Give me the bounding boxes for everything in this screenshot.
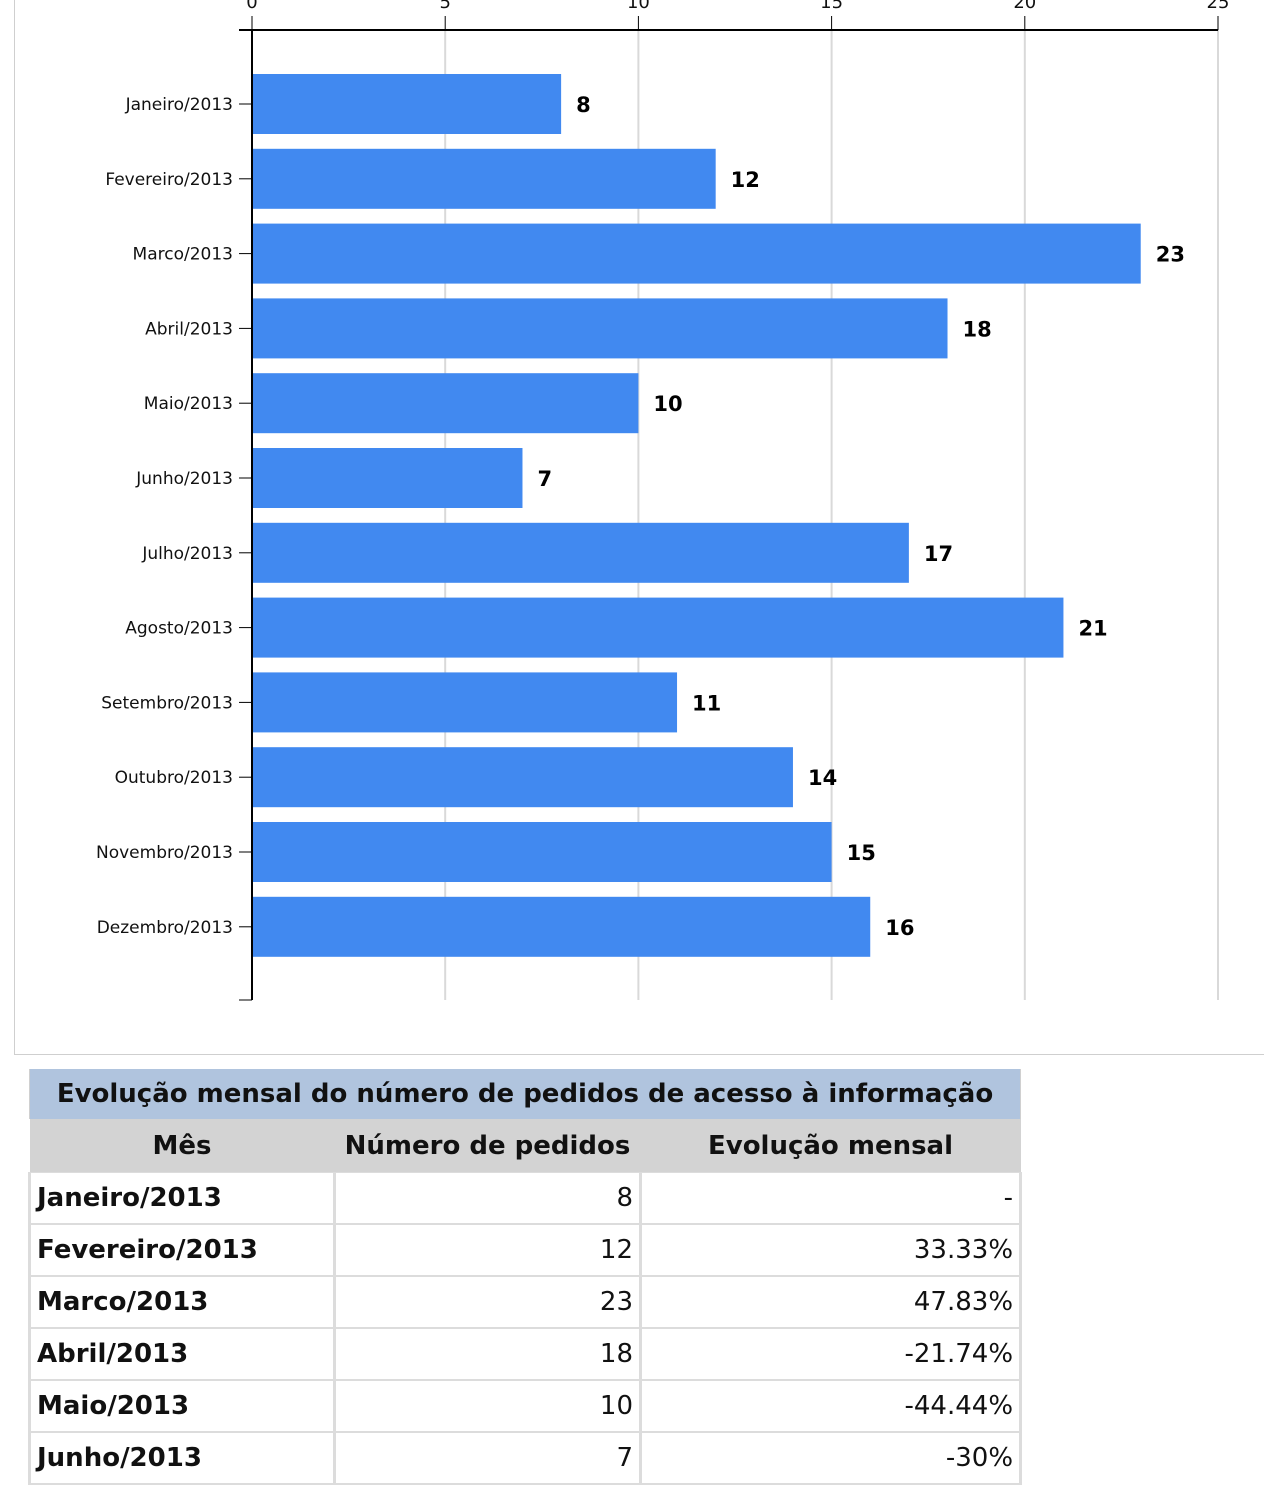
cell-evolution: 47.83% [638, 1275, 1023, 1329]
bar-value-label: 8 [576, 93, 591, 117]
cell-month: Marco/2013 [28, 1275, 336, 1329]
bar-value-label: 7 [537, 467, 552, 491]
bar-chart: 8 Janeiro/2013 12 Fevereiro/2013 23 Marco/201… [96, 0, 1230, 1001]
table-row: Abril/2013 18 -21.74% [28, 1327, 1023, 1381]
bar [252, 298, 948, 359]
category-label: Agosto/2013 [125, 619, 233, 639]
cell-month: Abril/2013 [28, 1327, 336, 1381]
category-label: Setembro/2013 [101, 693, 233, 713]
cell-evolution: -44.44% [638, 1379, 1023, 1433]
cell-evolution: -30% [638, 1431, 1023, 1485]
x-tick-label: 5 [439, 0, 450, 13]
cell-evolution: -21.74% [638, 1327, 1023, 1381]
cell-requests: 18 [333, 1327, 642, 1381]
category-label: Abril/2013 [145, 319, 233, 339]
bar-value-label: 11 [692, 691, 721, 715]
cell-evolution: 33.33% [638, 1223, 1023, 1277]
cell-requests: 10 [333, 1379, 642, 1433]
cell-requests: 23 [333, 1275, 642, 1329]
table-row: Junho/2013 7 -30% [28, 1431, 1023, 1485]
cell-evolution: - [638, 1172, 1023, 1225]
bar [252, 896, 871, 957]
bar-value-label: 18 [963, 317, 992, 341]
cell-month: Fevereiro/2013 [28, 1223, 336, 1277]
bar [252, 822, 832, 882]
x-tick-label: 25 [1207, 0, 1230, 13]
category-label: Novembro/2013 [96, 843, 233, 863]
bar-value-label: 16 [885, 916, 914, 940]
x-tick-label: 0 [246, 0, 257, 13]
bar-value-label: 21 [1078, 617, 1107, 641]
bar [252, 148, 716, 209]
bar-value-label: 14 [808, 766, 837, 790]
bar [252, 448, 523, 508]
x-tick-label: 10 [627, 0, 650, 13]
category-label: Marco/2013 [133, 245, 233, 265]
bar-value-label: 17 [924, 542, 953, 566]
cell-month: Maio/2013 [28, 1379, 336, 1433]
bar [252, 672, 678, 733]
cell-month: Janeiro/2013 [28, 1172, 336, 1225]
table-row: Fevereiro/2013 12 33.33% [28, 1223, 1023, 1277]
bar-value-label: 10 [653, 392, 682, 416]
table-title: Evolução mensal do número de pedidos de … [28, 1069, 1022, 1119]
column-header-month: Mês [29, 1119, 335, 1173]
cell-requests: 7 [333, 1431, 642, 1485]
cell-requests: 12 [333, 1223, 642, 1277]
bar-value-label: 12 [731, 168, 760, 192]
table-row: Marco/2013 23 47.83% [28, 1275, 1023, 1329]
category-label: Janeiro/2013 [125, 95, 233, 115]
bar [252, 522, 909, 583]
chart-frame [14, 0, 1264, 1055]
category-label: Junho/2013 [135, 469, 233, 489]
category-label: Julho/2013 [141, 544, 233, 564]
bar [252, 223, 1141, 284]
bar [252, 747, 793, 808]
cell-requests: 8 [333, 1172, 642, 1225]
bar [252, 597, 1064, 658]
category-label: Outubro/2013 [115, 768, 233, 788]
table-title-row: Evolução mensal do número de pedidos de … [28, 1069, 1022, 1119]
category-label: Fevereiro/2013 [105, 170, 233, 190]
table-header-row: Mês Número de pedidos Evolução mensal [29, 1119, 1021, 1173]
data-table: Evolução mensal do número de pedidos de … [28, 1069, 1023, 1485]
bar [252, 373, 639, 434]
cell-month: Junho/2013 [28, 1431, 336, 1485]
column-header-evolution: Evolução mensal [640, 1119, 1021, 1173]
bar-value-label: 23 [1156, 243, 1185, 267]
category-label: Maio/2013 [144, 394, 233, 414]
table-row: Maio/2013 10 -44.44% [28, 1379, 1023, 1433]
bar-value-label: 15 [847, 841, 876, 865]
column-header-requests: Número de pedidos [334, 1119, 641, 1173]
bar [252, 74, 562, 134]
table-row: Janeiro/2013 8 - [28, 1172, 1023, 1225]
category-label: Dezembro/2013 [97, 918, 233, 938]
x-tick-label: 20 [1013, 0, 1036, 13]
x-tick-label: 15 [820, 0, 843, 13]
